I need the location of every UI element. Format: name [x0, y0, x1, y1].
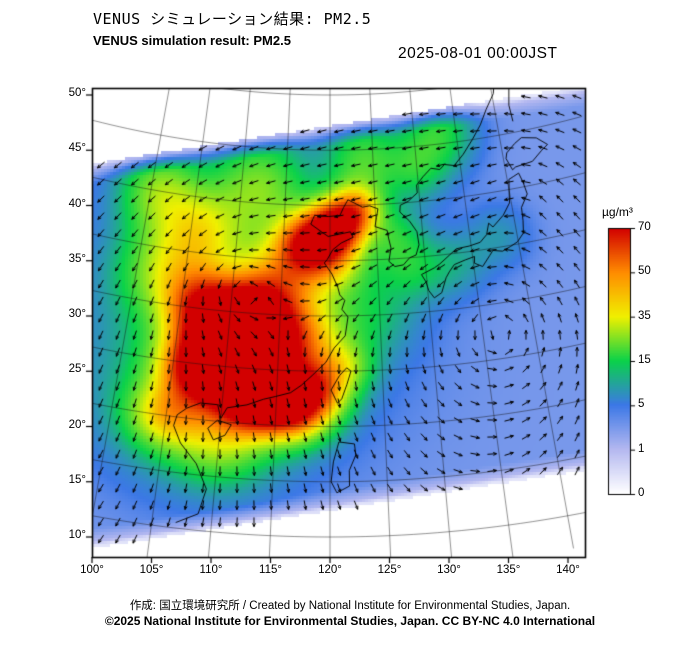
- y-tick-label: 25°: [68, 363, 86, 376]
- y-tick-label: 45°: [68, 142, 86, 155]
- x-tick-label: 105°: [139, 564, 164, 576]
- colorbar-tick-label: 1: [638, 442, 645, 455]
- copyright-line: ©2025 National Institute for Environment…: [104, 614, 596, 628]
- x-tick-label: 130°: [437, 564, 461, 576]
- x-tick-label: 125°: [377, 564, 402, 576]
- x-tick-label: 135°: [496, 564, 521, 576]
- colorbar-tick-label: 50: [638, 265, 651, 278]
- title-japanese: VENUS シミュレーション結果: PM2.5: [93, 10, 372, 28]
- y-tick-label: 30°: [68, 308, 86, 320]
- x-tick-label: 110°: [199, 564, 223, 576]
- y-tick-label: 50°: [68, 87, 86, 99]
- colorbar-tick-label: 70: [638, 221, 651, 233]
- colorbar-unit-label: µg/m³: [602, 205, 633, 219]
- y-tick-label: 20°: [68, 418, 86, 431]
- colorbar-tick-label: 5: [638, 398, 645, 411]
- y-tick-label: 10°: [68, 529, 86, 541]
- y-tick-label: 40°: [68, 197, 86, 210]
- colorbar-tick-label: 15: [638, 354, 651, 366]
- y-tick-label: 15°: [68, 473, 86, 486]
- colorbar-tick-label: 35: [638, 309, 651, 322]
- x-tick-label: 100°: [80, 564, 104, 576]
- timestamp: 2025-08-01 00:00JST: [398, 45, 558, 62]
- credit-line: 作成: 国立環境研究所 / Created by National Instit…: [129, 600, 571, 612]
- x-tick-label: 120°: [318, 564, 342, 576]
- x-tick-label: 115°: [259, 564, 282, 576]
- title-english: VENUS simulation result: PM2.5: [93, 33, 291, 48]
- y-tick-label: 35°: [68, 252, 86, 265]
- colorbar-tick-label: 0: [638, 487, 645, 499]
- x-tick-label: 140°: [556, 564, 580, 576]
